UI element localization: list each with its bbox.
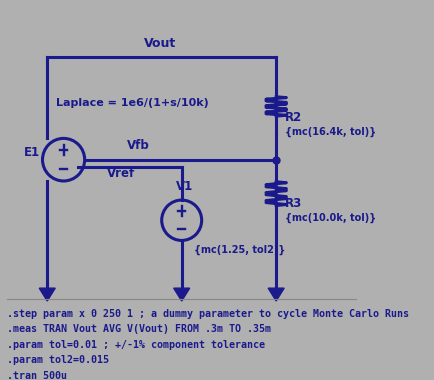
Text: R3: R3 — [285, 197, 302, 210]
Text: {mc(10.0k, tol)}: {mc(10.0k, tol)} — [285, 213, 376, 223]
Text: Laplace = 1e6/(1+s/10k): Laplace = 1e6/(1+s/10k) — [56, 98, 209, 108]
Text: Vref: Vref — [107, 167, 135, 180]
Text: V1: V1 — [176, 180, 193, 193]
Text: .tran 500u: .tran 500u — [7, 371, 67, 380]
Polygon shape — [39, 288, 55, 301]
Text: {mc(1.25, tol2)}: {mc(1.25, tol2)} — [194, 244, 285, 255]
Text: E1: E1 — [23, 146, 39, 159]
Text: Vout: Vout — [143, 36, 176, 49]
Text: .param tol2=0.015: .param tol2=0.015 — [7, 355, 109, 365]
Text: Vfb: Vfb — [127, 139, 150, 152]
Text: .param tol=0.01 ; +/-1% component tolerance: .param tol=0.01 ; +/-1% component tolera… — [7, 340, 265, 350]
Text: R2: R2 — [285, 111, 302, 124]
Text: .meas TRAN Vout AVG V(Vout) FROM .3m TO .35m: .meas TRAN Vout AVG V(Vout) FROM .3m TO … — [7, 325, 271, 334]
Text: .step param x 0 250 1 ; a dummy parameter to cycle Monte Carlo Runs: .step param x 0 250 1 ; a dummy paramete… — [7, 309, 408, 319]
Text: {mc(16.4k, tol)}: {mc(16.4k, tol)} — [285, 127, 376, 137]
Polygon shape — [267, 288, 283, 301]
Polygon shape — [173, 288, 189, 301]
